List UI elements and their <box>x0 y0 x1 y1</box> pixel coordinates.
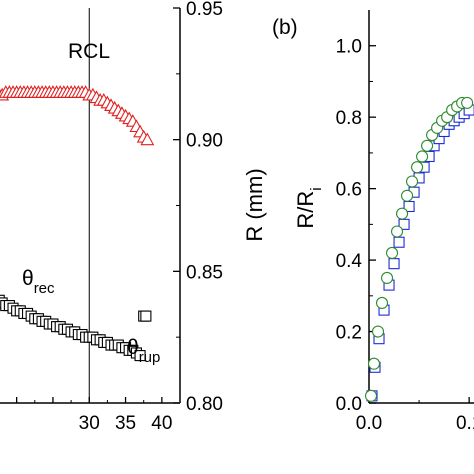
panel-b-circle-point <box>461 96 474 109</box>
panel-a-x-tick-label: 35 <box>115 413 136 434</box>
panel-b-y-tick-label: 0.0 <box>336 394 362 415</box>
panel-b-y-axis-label: R/Ri <box>293 187 325 228</box>
panel-b-circle-point <box>371 325 385 338</box>
panel-b-square-point <box>393 236 405 248</box>
panel-b-square-point <box>398 218 410 230</box>
panel-b-circle-point <box>396 207 409 220</box>
panel-b-chart: 0.0 0.2 0.4 0.6 0.8 1.0 0.0 0.1 (b) R/Ri <box>272 10 474 434</box>
panel-b-y-tick-label: 0.2 <box>336 323 362 344</box>
panel-b-y-tick-label: 1.0 <box>336 37 362 58</box>
panel-b-circle-point <box>421 139 434 152</box>
panel-a-right-tick-label: 0.95 <box>186 0 223 20</box>
panel-a-x-ticks: 30 35 40 <box>15 397 181 434</box>
panel-b-circle-point <box>375 296 389 310</box>
theta-rec-sub: rec <box>34 280 55 297</box>
panel-b-circle-point <box>385 246 399 259</box>
panel-a-right-tick-label: 0.90 <box>186 131 223 152</box>
panel-b-circle-point <box>364 389 378 402</box>
theta-rup-label: θrup <box>127 336 160 366</box>
panel-b-circle-point <box>406 175 419 188</box>
panel-b-x-tick-label: 0.0 <box>356 413 382 434</box>
panel-b-y-label-base: R/R <box>293 191 318 229</box>
panel-b-letter: (b) <box>272 16 298 39</box>
panel-b-y-tick-label: 0.6 <box>336 180 362 201</box>
panel-a-right-tick-label: 0.85 <box>186 262 223 283</box>
panel-a-chart: 30 35 40 0.800.850.900.95 RCL θrec θrup R … <box>0 0 267 434</box>
panel-b-points <box>364 96 474 402</box>
panel-b-circle-point <box>416 150 429 163</box>
theta-rec-base: θ <box>22 267 34 290</box>
panel-a-right-tick-label: 0.80 <box>186 394 223 415</box>
panel-a-square-point <box>134 350 146 362</box>
panel-b-circle-point <box>367 357 381 370</box>
panel-b-x-tick-label: 0.1 <box>456 413 474 434</box>
panel-b-y-tick-label: 0.4 <box>336 251 363 272</box>
theta-rup-base: θ <box>127 336 139 359</box>
panel-a-points <box>0 85 155 362</box>
panel-b-y-label-sub: i <box>308 187 325 190</box>
panel-b-y-ticks: 0.0 0.2 0.4 0.6 0.8 1.0 <box>336 37 376 415</box>
panel-b-circle-point <box>401 189 414 202</box>
panel-b-y-tick-label: 0.8 <box>336 108 362 129</box>
panel-b-square-point <box>388 258 400 270</box>
panel-a-right-axis-label: R (mm) <box>242 168 267 241</box>
panel-b-square-point <box>403 200 415 213</box>
theta-rec-label: θrec <box>22 267 55 297</box>
panel-a-annotation: RCL <box>68 40 110 63</box>
panel-a-right-ticks: 0.80 0.85 0.90 0.95 <box>173 0 223 415</box>
panel-a-x-tick-label: 40 <box>151 413 172 434</box>
panel-a-triangle-point <box>140 132 155 146</box>
panel-a-square-point <box>140 310 152 322</box>
panel-b-circle-point <box>380 271 394 285</box>
panel-b-circle-point <box>411 161 424 174</box>
panel-a-x-tick-label: 30 <box>79 413 100 434</box>
theta-rup-sub: rup <box>139 349 161 366</box>
panel-b-circle-point <box>390 225 404 238</box>
